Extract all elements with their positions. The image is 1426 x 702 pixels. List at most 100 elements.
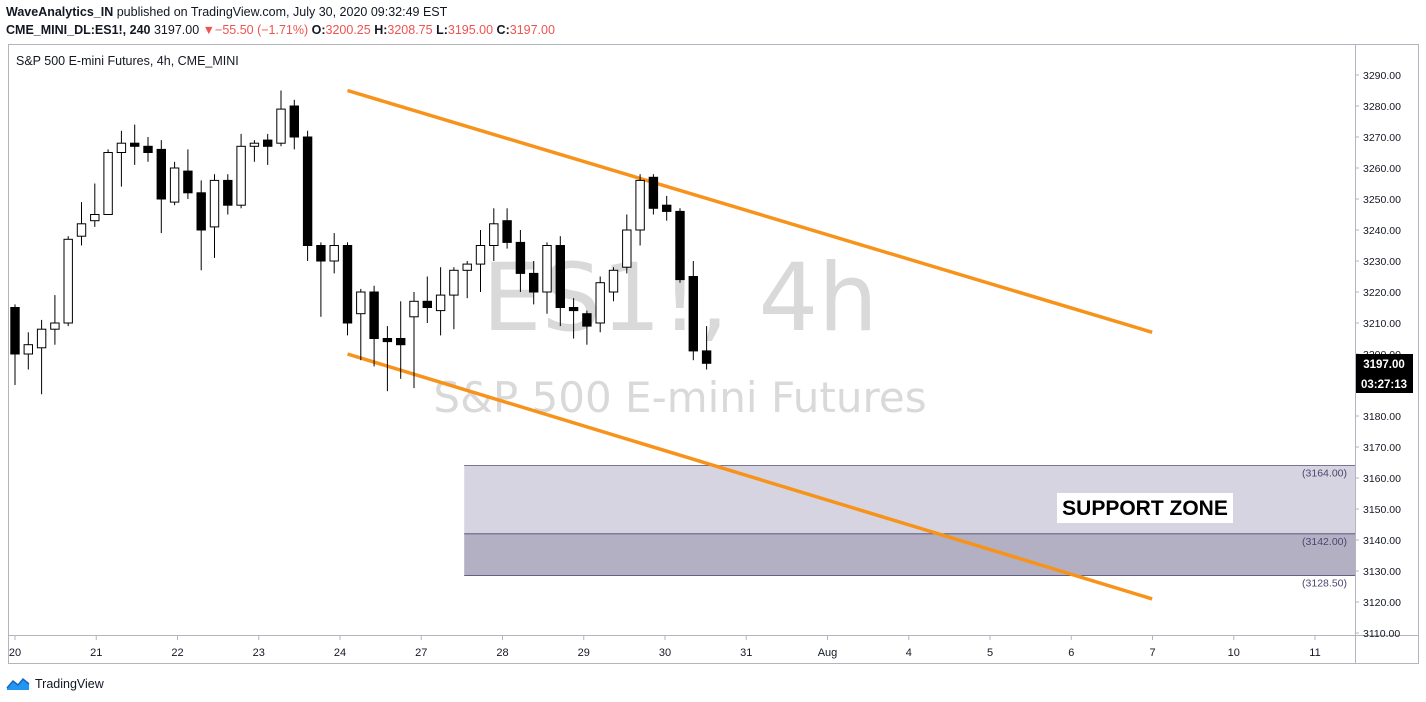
candle <box>76 202 87 246</box>
change-value: −55.50 (−1.71%) <box>215 23 309 37</box>
candle-body <box>103 152 113 215</box>
candle-body <box>582 313 592 327</box>
candle <box>635 174 645 246</box>
y-tick-label: 3250.00 <box>1363 194 1401 206</box>
candle <box>130 124 140 165</box>
candle <box>608 267 619 302</box>
chart-frame <box>8 44 1419 664</box>
candle-body <box>396 338 406 346</box>
candle-body <box>183 170 193 194</box>
candle <box>196 180 206 271</box>
candle-body <box>116 142 127 153</box>
open-label: O: <box>311 23 326 37</box>
candle <box>515 230 526 292</box>
watermark-name: S&P 500 E-mini Futures <box>433 373 926 422</box>
candle-body <box>342 245 353 324</box>
low-label: L: <box>436 23 448 37</box>
y-tick-label: 3150.00 <box>1363 504 1401 516</box>
high-label: H: <box>374 23 388 37</box>
open-value: 3200.25 <box>325 23 371 37</box>
candle <box>169 161 180 206</box>
candle <box>302 130 313 261</box>
candle-body <box>329 245 339 262</box>
author-name[interactable]: WaveAnalytics_IN <box>6 5 114 19</box>
candle <box>23 332 33 370</box>
candle <box>396 301 406 379</box>
candle-body <box>595 282 605 324</box>
candle <box>462 261 472 299</box>
candle <box>435 267 446 336</box>
countdown-tag <box>1356 374 1413 393</box>
candle-body <box>568 307 579 312</box>
x-tick-label: 31 <box>740 647 752 659</box>
candle-body <box>302 136 313 246</box>
candle-body <box>515 241 526 274</box>
candle <box>662 195 672 221</box>
candle-body <box>63 238 73 324</box>
candle <box>223 174 233 215</box>
y-tick-label: 3280.00 <box>1363 101 1401 113</box>
candle <box>422 276 433 323</box>
candle-body <box>662 204 672 212</box>
footer: TradingView <box>6 674 104 694</box>
x-tick-label: 20 <box>9 647 21 659</box>
tradingview-brand[interactable]: TradingView <box>35 677 104 691</box>
candle <box>209 174 220 258</box>
y-tick-label: 3140.00 <box>1363 535 1401 547</box>
candle <box>263 133 273 165</box>
candle-body <box>156 148 167 200</box>
trendline-upper <box>346 88 1153 334</box>
candles <box>10 90 712 395</box>
time-axis[interactable]: 20 21 22 23 24 27 28 29 30 31 Aug 4 5 6 7 10 11 <box>9 636 1321 659</box>
candle <box>63 236 73 327</box>
x-tick-label: 24 <box>334 647 346 659</box>
candle-body <box>555 245 565 308</box>
candle-body <box>475 245 486 265</box>
low-value: 3195.00 <box>447 23 494 37</box>
candle <box>103 149 113 215</box>
candle-body <box>648 176 659 209</box>
x-tick-label: 28 <box>496 647 508 659</box>
countdown-tag-text: 03:27:13 <box>1361 379 1407 391</box>
publish-line: WaveAnalytics_IN published on TradingVie… <box>6 3 1206 21</box>
y-tick-label: 3130.00 <box>1363 566 1401 578</box>
support-zone-label-bg <box>1057 493 1233 523</box>
y-tick-label: 3270.00 <box>1363 132 1401 144</box>
y-tick-label: 3210.00 <box>1363 318 1401 330</box>
candle-body <box>143 145 153 154</box>
candle-body <box>130 142 140 147</box>
candle-body <box>209 179 220 228</box>
candle-body <box>382 338 393 343</box>
y-tick-label: 3220.00 <box>1363 287 1401 299</box>
support-zone-label: SUPPORT ZONE <box>1062 497 1228 520</box>
y-tick-label: 3180.00 <box>1363 411 1401 423</box>
candle-body <box>502 220 512 243</box>
candle-body <box>622 229 632 268</box>
candle <box>675 208 685 283</box>
candle-body <box>263 139 273 147</box>
candle-body <box>50 322 60 330</box>
candle-body <box>169 167 180 203</box>
trendline-lower <box>346 352 1153 601</box>
candle <box>329 233 339 274</box>
x-tick-label: 29 <box>578 647 590 659</box>
tradingview-logo-icon[interactable] <box>6 677 30 691</box>
y-tick-label: 3110.00 <box>1363 628 1400 640</box>
x-tick-label: 11 <box>1309 647 1320 659</box>
candle <box>316 242 326 317</box>
y-tick-label: 3240.00 <box>1363 225 1401 237</box>
trendlines[interactable] <box>346 88 1153 601</box>
candle-body <box>249 142 260 147</box>
support-zone[interactable]: (3164.00) (3142.00) (3128.50) <box>464 465 1355 590</box>
support-zone-level-label: (3128.50) <box>1302 578 1347 590</box>
candle <box>568 298 579 339</box>
last-price-tag <box>1356 354 1413 374</box>
candle <box>342 242 353 336</box>
candle <box>382 326 393 392</box>
candle-body <box>236 145 246 206</box>
x-tick-label: 6 <box>1068 647 1074 659</box>
y-tick-label: 3160.00 <box>1363 473 1401 485</box>
support-zone-level-label: (3142.00) <box>1302 536 1347 548</box>
price-axis[interactable]: 3290.00 3280.00 3270.00 3260.00 3250.00 3240.… <box>1355 70 1401 640</box>
